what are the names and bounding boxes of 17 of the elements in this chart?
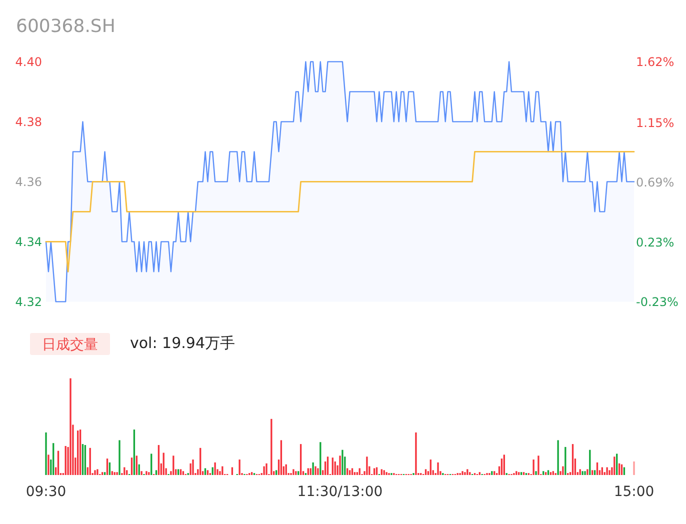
- y2-tick-label: 0.23%: [636, 235, 674, 250]
- y2-tick-label: 1.15%: [636, 116, 674, 130]
- y2-tick-label: 1.62%: [636, 55, 674, 69]
- y-tick-label: 4.36: [15, 175, 42, 189]
- x-tick-label: 11:30/13:00: [297, 484, 383, 500]
- chart-title: 日成交量: [42, 337, 98, 353]
- y2-tick-label: -0.23%: [636, 295, 678, 309]
- x-tick-label: 15:00: [614, 484, 654, 500]
- y2-tick-label: 0.69%: [636, 176, 674, 190]
- chart-title: 600368.SH: [16, 16, 116, 37]
- line-series: [45, 151, 635, 272]
- y-tick-label: 4.32: [15, 295, 42, 309]
- x-tick-label: 09:30: [26, 484, 66, 500]
- y-tick-label: 4.38: [15, 115, 42, 129]
- y-tick-label: 4.40: [15, 55, 42, 69]
- chart-subtitle: vol: 19.94万手: [130, 334, 235, 352]
- y-tick-label: 4.34: [15, 235, 42, 249]
